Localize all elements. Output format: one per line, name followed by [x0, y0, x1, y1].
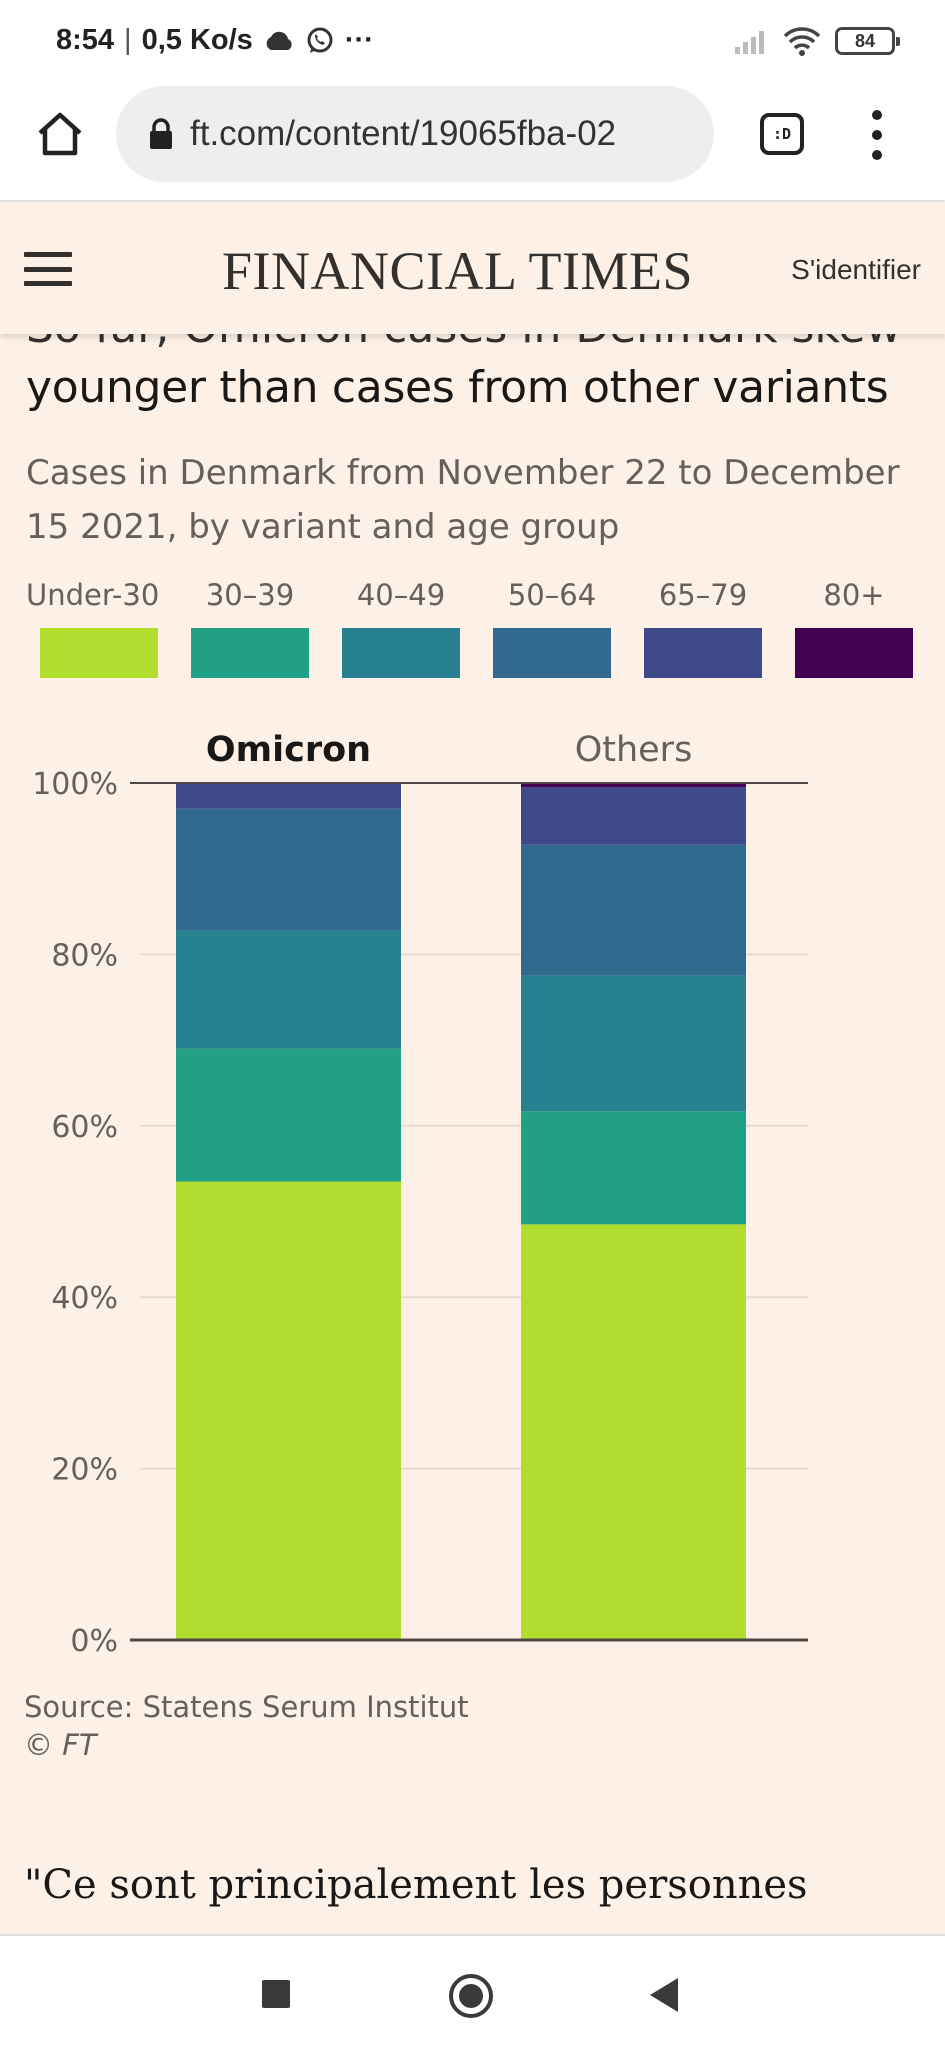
home-button[interactable]	[30, 104, 90, 164]
bar-segment	[176, 1048, 401, 1182]
bar-segment	[176, 783, 401, 809]
legend-item: 80+	[781, 578, 913, 688]
system-nav-bar	[0, 1934, 945, 2048]
battery-icon: 84	[835, 27, 900, 55]
legend-label: 80+	[823, 578, 885, 612]
legend-swatch	[191, 628, 309, 678]
legend-item: 30–39	[177, 578, 309, 688]
y-tick-label: 80%	[51, 938, 118, 973]
bar-segment	[521, 1224, 746, 1640]
status-time: 8:54	[56, 24, 115, 56]
bar-segment	[176, 930, 401, 1049]
chart-legend: Under-30 30–39 40–49 50–64 65–79 80+	[26, 578, 926, 688]
legend-label: 40–49	[356, 578, 446, 612]
legend-item: 40–49	[328, 578, 460, 688]
chart-subtitle: Cases in Denmark from November 22 to Dec…	[26, 453, 900, 547]
bar-segment	[521, 783, 746, 788]
bar-segment	[521, 787, 746, 845]
legend-swatch	[342, 628, 460, 678]
site-header: FINANCIAL TIMES S'identifier	[0, 202, 945, 334]
kebab-menu-button[interactable]	[862, 110, 892, 160]
chart-copyright: © FT	[24, 1728, 97, 1762]
home-icon	[38, 112, 82, 156]
legend-swatch	[40, 628, 158, 678]
chart-title: younger than cases from other variants	[26, 362, 889, 413]
status-left: 8:54 | 0,5 Ko/s ···	[56, 24, 374, 57]
bar-segment	[176, 808, 401, 931]
article-content: So far, Omicron cases in Denmark skew yo…	[0, 334, 945, 1934]
y-tick-label: 0%	[70, 1624, 118, 1659]
kebab-menu-icon	[872, 110, 882, 120]
legend-swatch	[644, 628, 762, 678]
legend-label: 30–39	[205, 578, 295, 612]
legend-item: Under-30	[26, 578, 159, 688]
article-paragraph: "Ce sont principalement les personnes	[24, 1862, 808, 1908]
stacked-bar-chart: 0% 20% 40% 60% 80% 100% Omicron Others	[32, 730, 808, 1659]
url-bar[interactable]: ft.com/content/19065fba-02	[116, 86, 714, 182]
y-tick-label: 100%	[32, 767, 118, 802]
legend-label: Under-30	[26, 578, 160, 612]
bar-segment	[521, 844, 746, 976]
signin-link[interactable]: S'identifier	[791, 254, 921, 285]
hamburger-menu-icon[interactable]	[24, 252, 72, 286]
status-speed: 0,5 Ko/s	[141, 24, 253, 56]
legend-item: 65–79	[630, 578, 762, 688]
back-icon[interactable]	[650, 1978, 678, 2012]
y-tick-label: 20%	[51, 1453, 118, 1488]
legend-swatch	[493, 628, 611, 678]
status-right: 84	[735, 26, 900, 56]
tabs-button[interactable]: :D	[760, 113, 804, 155]
battery-level: 84	[854, 30, 876, 51]
legend-item: 50–64	[479, 578, 611, 688]
legend-label: 50–64	[507, 578, 597, 612]
tabs-icon: :D	[772, 125, 792, 143]
bar-segment	[521, 975, 746, 1112]
url-text: ft.com/content/19065fba-02	[190, 114, 617, 153]
site-logo[interactable]: FINANCIAL TIMES	[222, 241, 694, 301]
chart-source: Source: Statens Serum Institut	[24, 1690, 469, 1724]
status-bar: 8:54 | 0,5 Ko/s ··· 84	[0, 0, 945, 84]
legend-label: 65–79	[658, 578, 748, 612]
bar-segment	[521, 1111, 746, 1225]
y-tick-label: 40%	[51, 1281, 118, 1316]
more-notifications: ···	[344, 24, 374, 56]
home-circle-icon[interactable]	[449, 1974, 493, 2018]
bar-segment	[176, 1181, 401, 1640]
chart-title-partial: So far, Omicron cases in Denmark skew	[26, 334, 901, 353]
cloud-icon	[266, 31, 292, 50]
category-label: Others	[575, 730, 693, 770]
status-separator: |	[124, 24, 132, 56]
y-tick-label: 60%	[51, 1110, 118, 1145]
lock-icon	[150, 118, 172, 149]
signal-icon	[735, 31, 764, 54]
browser-toolbar: ft.com/content/19065fba-02 :D	[0, 84, 945, 202]
legend-swatch	[795, 628, 913, 678]
category-label: Omicron	[206, 730, 371, 770]
wifi-icon	[783, 27, 821, 56]
whatsapp-icon	[307, 27, 333, 53]
recent-apps-icon[interactable]	[262, 1980, 290, 2008]
